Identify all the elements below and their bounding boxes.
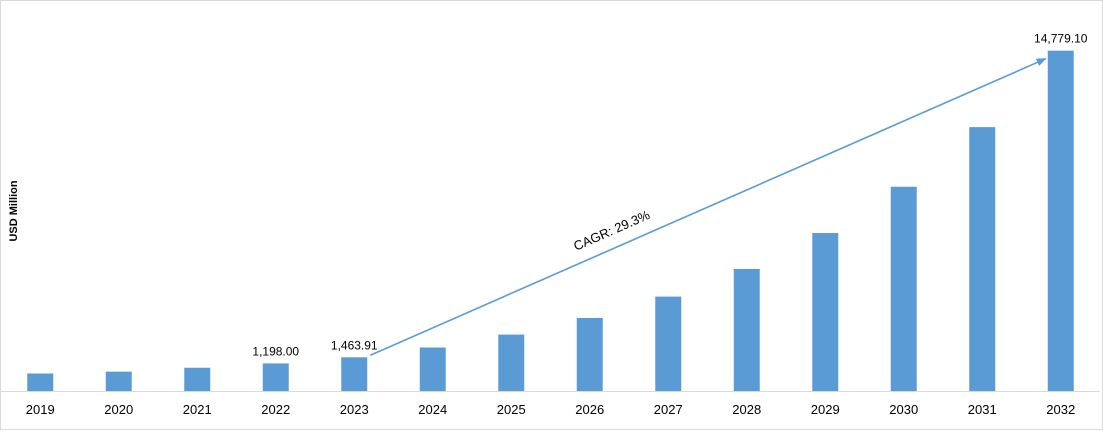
data-labels: 1,198.00 1,463.91 14,779.10 <box>252 32 1087 359</box>
bar-2022 <box>262 363 289 391</box>
data-label-2032: 14,779.10 <box>1034 32 1088 46</box>
x-tick-2028: 2028 <box>732 402 761 417</box>
x-tick-2022: 2022 <box>261 402 290 417</box>
x-tick-2031: 2031 <box>968 402 997 417</box>
bar-2031 <box>969 127 996 392</box>
chart-frame: USD Million 2019 2020 2021 2022 2023 2024 2025… <box>0 0 1103 430</box>
bar-2024 <box>419 347 446 391</box>
cagr-label: CAGR: 29.3% <box>571 207 652 254</box>
data-label-2022: 1,198.00 <box>252 344 299 358</box>
bar-2021 <box>184 367 211 391</box>
y-axis-label: USD Million <box>8 180 20 241</box>
bar-2026 <box>576 318 603 391</box>
bar-2019 <box>27 373 54 391</box>
x-tick-2032: 2032 <box>1046 402 1075 417</box>
bar-2025 <box>498 334 525 391</box>
bar-2032 <box>1047 50 1074 392</box>
data-label-2023: 1,463.91 <box>331 338 378 352</box>
bar-chart: USD Million 2019 2020 2021 2022 2023 2024 2025… <box>1 32 1100 417</box>
x-tick-2021: 2021 <box>183 402 212 417</box>
x-tick-2029: 2029 <box>811 402 840 417</box>
bar-2029 <box>812 233 839 391</box>
bar-2020 <box>105 371 132 391</box>
x-tick-2030: 2030 <box>889 402 918 417</box>
x-tick-2024: 2024 <box>418 402 447 417</box>
x-tick-2025: 2025 <box>497 402 526 417</box>
x-tick-2026: 2026 <box>575 402 604 417</box>
x-tick-labels: 2019 2020 2021 2022 2023 2024 2025 2026 2027 2028… <box>26 402 1075 417</box>
x-tick-2019: 2019 <box>26 402 55 417</box>
bar-2028 <box>733 268 760 391</box>
x-tick-2023: 2023 <box>340 402 369 417</box>
bar-2023 <box>341 357 368 391</box>
bar-2027 <box>655 296 682 391</box>
x-tick-2027: 2027 <box>654 402 683 417</box>
x-tick-2020: 2020 <box>104 402 133 417</box>
bars-group <box>27 50 1074 392</box>
bar-2030 <box>890 186 917 391</box>
cagr-arrow <box>369 57 1047 357</box>
